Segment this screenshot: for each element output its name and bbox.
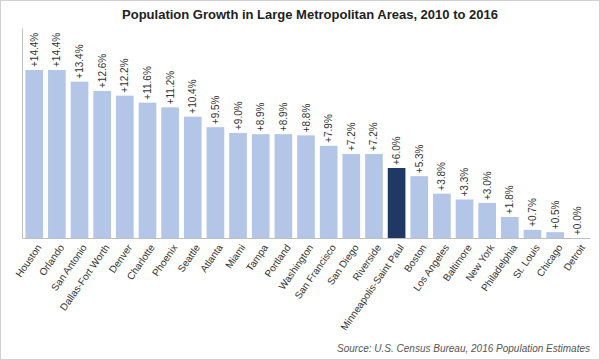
x-tick: Los Angeles bbox=[411, 242, 451, 293]
bar bbox=[388, 168, 406, 238]
bar bbox=[184, 117, 202, 238]
data-label: +3.8% bbox=[436, 162, 447, 191]
x-tick: Dallas-Fort Worth bbox=[58, 242, 112, 312]
data-label: +7.2% bbox=[368, 122, 379, 151]
title: Population Growth in Large Metropolitan … bbox=[122, 7, 498, 22]
bars bbox=[25, 70, 564, 238]
data-label: +12.6% bbox=[97, 54, 108, 88]
data-label: +7.9% bbox=[323, 114, 334, 143]
y-axis bbox=[22, 29, 23, 239]
x-tick: Minneapolis-Saint Paul bbox=[338, 242, 406, 332]
bar bbox=[569, 238, 587, 239]
bar bbox=[207, 127, 225, 238]
data-label: +8.9% bbox=[255, 102, 266, 131]
x-tick: Charlotte bbox=[125, 242, 158, 282]
bar bbox=[25, 70, 43, 238]
x-tick: Atlanta bbox=[198, 242, 225, 274]
bar bbox=[275, 134, 293, 238]
y-axis-line bbox=[22, 29, 23, 239]
plot: HoustonOrlandoSan AntonioDallas-Fort Wor… bbox=[13, 29, 590, 333]
x-tick-label: Charlotte bbox=[125, 242, 158, 282]
bar bbox=[478, 203, 496, 238]
x-tick-label: Los Angeles bbox=[411, 242, 451, 293]
data-label: +14.4% bbox=[29, 33, 40, 67]
x-axis-line bbox=[23, 238, 591, 239]
x-tick: Detroit bbox=[561, 242, 587, 273]
data-label: +0.5% bbox=[550, 200, 561, 229]
data-label: +0.0% bbox=[572, 206, 583, 235]
x-tick-label: Dallas-Fort Worth bbox=[58, 242, 112, 312]
data-label: +11.2% bbox=[165, 71, 176, 105]
x-tick: Philadelphia bbox=[479, 242, 520, 293]
data-label: +1.8% bbox=[504, 185, 515, 214]
x-tick-label: Chicago bbox=[534, 242, 564, 279]
data-label: +13.4% bbox=[74, 44, 85, 78]
data-label: +8.8% bbox=[301, 104, 312, 133]
x-tick-label: Atlanta bbox=[198, 242, 225, 274]
data-label: +0.7% bbox=[527, 198, 538, 227]
bar bbox=[524, 230, 542, 238]
bar bbox=[320, 146, 338, 238]
data-label: +3.0% bbox=[482, 171, 493, 200]
bar bbox=[93, 91, 111, 238]
bar bbox=[546, 232, 564, 238]
bar bbox=[229, 133, 247, 238]
x-tick: Chicago bbox=[534, 242, 564, 279]
bar bbox=[71, 82, 89, 238]
bar bbox=[501, 217, 519, 238]
x-tick-label: Phoenix bbox=[150, 242, 180, 278]
data-label: +9.5% bbox=[210, 95, 221, 124]
data-label: +5.3% bbox=[414, 144, 425, 173]
bar bbox=[297, 135, 315, 238]
x-tick-label: Detroit bbox=[561, 242, 587, 273]
bar bbox=[365, 154, 383, 238]
bar bbox=[139, 103, 157, 238]
bar bbox=[342, 154, 360, 238]
bar bbox=[252, 134, 270, 238]
data-label: +6.0% bbox=[391, 136, 402, 165]
data-labels: +14.4% +14.4% +13.4% +12.6% +12.2% +11.6% +11.… bbox=[29, 33, 584, 235]
x-axis: HoustonOrlandoSan AntonioDallas-Fort Wor… bbox=[13, 239, 590, 333]
data-label: +8.9% bbox=[278, 102, 289, 131]
data-label: +10.4% bbox=[187, 79, 198, 113]
data-label: +3.3% bbox=[459, 168, 470, 197]
chart: HoustonOrlandoSan AntonioDallas-Fort Wor… bbox=[0, 0, 600, 360]
source-note: Source: U.S. Census Bureau, 2016 Populat… bbox=[337, 343, 590, 354]
data-label: +9.0% bbox=[233, 101, 244, 130]
bar bbox=[456, 200, 474, 239]
bar bbox=[433, 194, 451, 238]
bar bbox=[116, 96, 134, 238]
bar bbox=[410, 176, 428, 238]
x-tick-label: Minneapolis-Saint Paul bbox=[338, 242, 406, 332]
data-label: +14.4% bbox=[51, 33, 62, 67]
bar bbox=[48, 70, 66, 238]
x-tick-label: Philadelphia bbox=[479, 242, 520, 293]
chart-frame bbox=[1, 1, 600, 360]
x-tick: Phoenix bbox=[150, 242, 180, 278]
data-label: +7.2% bbox=[346, 122, 357, 151]
bar bbox=[161, 107, 179, 238]
data-label: +12.2% bbox=[119, 58, 130, 92]
data-label: +11.6% bbox=[142, 66, 153, 100]
